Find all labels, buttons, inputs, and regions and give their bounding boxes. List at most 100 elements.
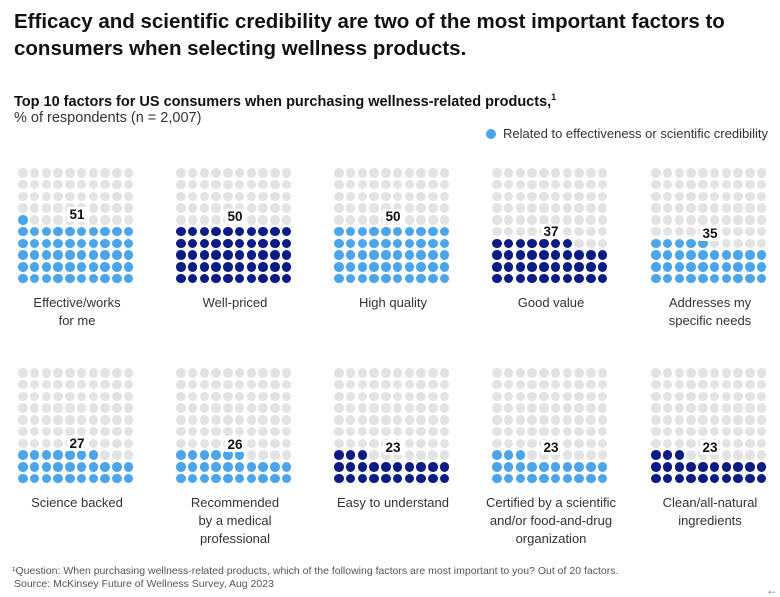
waffle-dot-empty <box>176 426 186 437</box>
waffle-dot-filled <box>527 262 537 272</box>
waffle-dot-empty <box>574 215 584 225</box>
waffle-dot-filled <box>686 262 696 272</box>
waffle-dot-empty <box>662 438 673 448</box>
waffle-dot-filled <box>562 262 572 272</box>
waffle-dot-filled <box>686 238 696 248</box>
category-label: Good value <box>517 295 585 310</box>
waffle-dot-filled <box>674 273 684 284</box>
waffle-dot-empty <box>515 226 525 237</box>
waffle-dot-empty <box>733 191 743 201</box>
waffle-dot-empty <box>211 368 221 378</box>
waffle-dot-empty <box>392 179 403 190</box>
waffle-dot-empty <box>550 391 561 401</box>
waffle-dot-empty <box>574 403 584 413</box>
waffle-dot-filled <box>76 462 87 472</box>
waffle-dot-empty <box>515 168 525 178</box>
waffle-dot-empty <box>597 191 608 201</box>
waffle-dot-empty <box>439 438 450 448</box>
waffle-dot-filled <box>515 273 525 284</box>
waffle-dot-filled <box>187 450 198 460</box>
waffle-dot-filled <box>756 250 767 260</box>
headline: Efficacy and scientific credibility are … <box>14 10 725 60</box>
waffle-dot-empty <box>586 226 596 237</box>
waffle-dot-empty <box>745 438 755 448</box>
waffle-dot-filled <box>745 462 755 472</box>
waffle-dot-filled <box>381 226 391 237</box>
waffle-dot-empty <box>123 415 134 425</box>
waffle-dot-empty <box>686 379 696 390</box>
waffle-dot-empty <box>392 368 403 378</box>
waffle-dot-filled <box>187 226 198 237</box>
waffle-dot-filled <box>662 473 673 484</box>
waffle-dot-empty <box>223 391 233 401</box>
waffle-dot-empty <box>733 226 743 237</box>
waffle-dot-filled <box>597 262 608 272</box>
waffle-dot-filled <box>439 226 450 237</box>
waffle-dot-filled <box>53 462 63 472</box>
waffle-dot-empty <box>281 379 292 390</box>
waffle-dot-empty <box>404 426 414 437</box>
waffle-dot-filled <box>18 262 28 272</box>
waffle-dot-empty <box>721 415 731 425</box>
waffle-dot-empty <box>756 438 767 448</box>
waffle-dot-empty <box>123 438 134 448</box>
waffle-dot-empty <box>586 379 596 390</box>
waffle-dot-filled <box>29 473 40 484</box>
waffle-dot-empty <box>686 368 696 378</box>
waffle-dot-filled <box>709 250 720 260</box>
waffle-dot-filled <box>597 250 608 260</box>
waffle-dot-empty <box>187 191 198 201</box>
waffle-dot-empty <box>428 403 438 413</box>
waffle-dot-empty <box>674 415 684 425</box>
waffle-dot-filled <box>651 262 661 272</box>
waffle-dot-empty <box>270 191 280 201</box>
waffle-dot-empty <box>756 426 767 437</box>
waffle-dot-empty <box>756 368 767 378</box>
waffle-dot-empty <box>381 391 391 401</box>
waffle-dot-empty <box>686 168 696 178</box>
waffle-dot-empty <box>100 179 110 190</box>
waffle-dot-filled <box>503 462 514 472</box>
waffle-dot-empty <box>439 403 450 413</box>
waffle-dot-filled <box>492 250 502 260</box>
waffle-dot-empty <box>404 191 414 201</box>
waffle-dot-filled <box>281 250 292 260</box>
waffle-dot-empty <box>199 215 209 225</box>
waffle-dot-filled <box>562 462 572 472</box>
waffle-dot-empty <box>550 179 561 190</box>
waffle-dot-empty <box>357 368 367 378</box>
waffle-dot-filled <box>88 450 98 460</box>
waffle-dot-filled <box>112 226 122 237</box>
waffle-dot-empty <box>88 379 98 390</box>
waffle-dot-empty <box>416 379 426 390</box>
waffle-dot-empty <box>674 226 684 237</box>
category-label: Certified by a scientific and/or food-an… <box>485 495 617 546</box>
waffle-dot-empty <box>246 391 256 401</box>
waffle-dot-filled <box>281 262 292 272</box>
waffle-dot-empty <box>721 403 731 413</box>
waffle-dot-empty <box>674 391 684 401</box>
waffle-dot-empty <box>733 415 743 425</box>
waffle-dot-empty <box>651 438 661 448</box>
waffle-dot-empty <box>562 368 572 378</box>
waffle-panel: 50 High quality <box>334 168 464 310</box>
waffle-dot-empty <box>586 403 596 413</box>
category-label: Easy to understand <box>336 495 450 510</box>
waffle-dot-empty <box>369 191 379 201</box>
arrow-left-icon[interactable]: ← <box>766 583 778 597</box>
waffle-dot-empty <box>246 379 256 390</box>
waffle-dot-empty <box>492 403 502 413</box>
waffle-dot-filled <box>29 450 40 460</box>
waffle-dot-filled <box>100 473 110 484</box>
waffle-dot-empty <box>392 168 403 178</box>
waffle-dot-empty <box>29 403 40 413</box>
waffle-dot-filled <box>428 250 438 260</box>
waffle-dot-empty <box>733 426 743 437</box>
waffle-dot-empty <box>176 415 186 425</box>
waffle-dot-empty <box>223 368 233 378</box>
waffle-dot-filled <box>199 238 209 248</box>
waffle-dot-filled <box>357 450 367 460</box>
waffle-dot-empty <box>416 415 426 425</box>
waffle-dot-filled <box>270 462 280 472</box>
waffle-dot-filled <box>745 473 755 484</box>
